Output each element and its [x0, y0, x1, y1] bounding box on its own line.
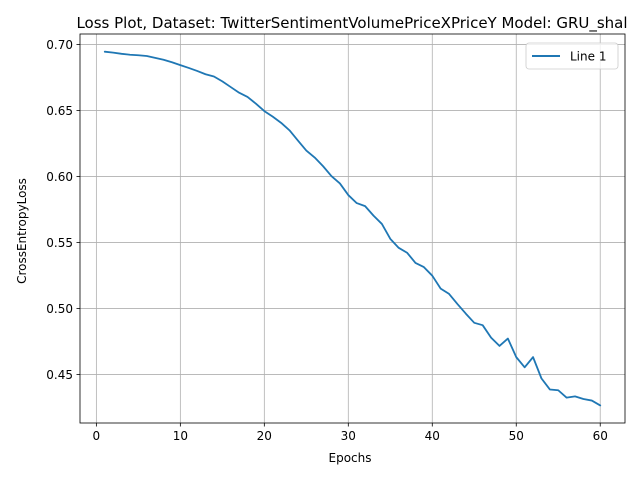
grid	[80, 34, 625, 423]
y-tick-label: 0.55	[46, 236, 73, 250]
series-line	[103, 50, 602, 407]
x-axis-label: Epochs	[329, 451, 372, 465]
series-layer	[103, 50, 602, 407]
y-axis-label: CrossEntropyLoss	[15, 178, 29, 284]
legend: Line 1	[525, 42, 619, 70]
x-axis: 0 10 20 30 40 50 60	[93, 423, 608, 443]
x-tick-label: 40	[425, 429, 440, 443]
x-tick-label: 60	[593, 429, 608, 443]
legend-box	[525, 42, 619, 70]
y-tick-label: 0.50	[46, 302, 73, 316]
chart-title: Loss Plot, Dataset: TwitterSentimentVolu…	[76, 14, 627, 33]
y-tick-label: 0.65	[46, 104, 73, 118]
x-tick-label: 0	[93, 429, 101, 443]
y-tick-label: 0.60	[46, 170, 73, 184]
x-tick-label: 20	[257, 429, 272, 443]
y-tick-label: 0.45	[46, 368, 73, 382]
x-tick-label: 30	[341, 429, 356, 443]
plot-frame	[79, 33, 626, 424]
x-tick-label: 10	[173, 429, 188, 443]
y-axis: 0.45 0.50 0.55 0.60 0.65 0.70	[46, 38, 80, 382]
x-tick-label: 50	[509, 429, 524, 443]
legend-label: Line 1	[570, 50, 606, 64]
y-tick-label: 0.70	[46, 38, 73, 52]
